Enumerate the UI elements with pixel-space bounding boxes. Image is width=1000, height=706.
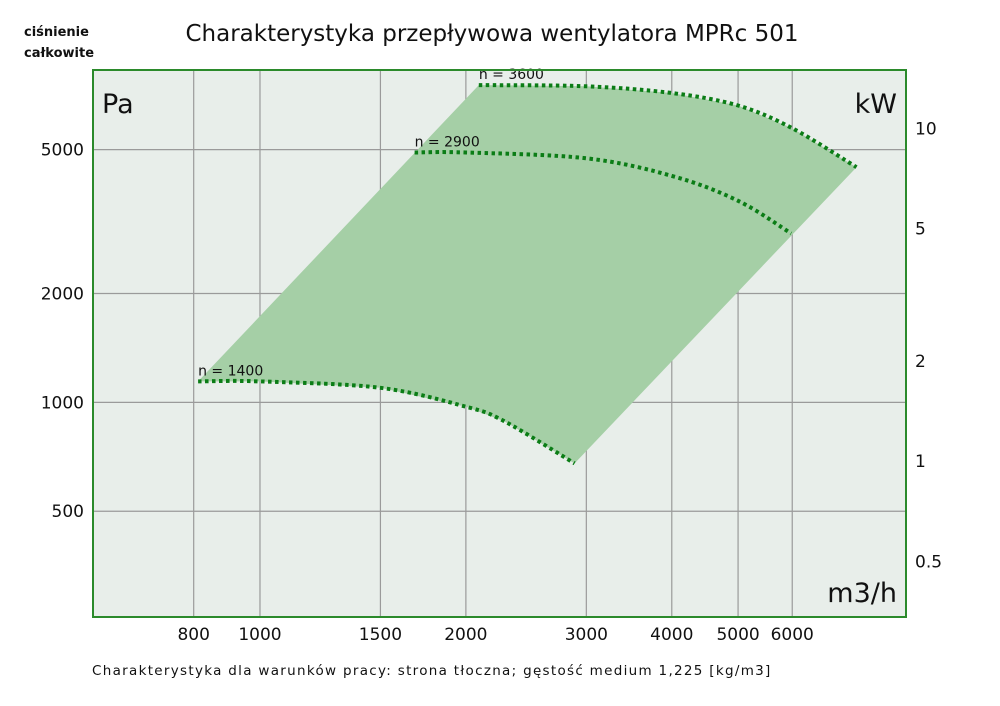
operating-area (198, 85, 857, 464)
y-tick-label: 1000 (41, 393, 84, 413)
y-tick-label: 5000 (41, 141, 84, 161)
plot-frame (92, 69, 907, 618)
unit-m3h: m3/h (827, 578, 897, 609)
curve-label: n = 3600 (479, 67, 544, 83)
x-tick-labels: 800 1000 1500 2000 3000 4000 5000 6000 (177, 625, 813, 645)
y2-tick-label: 0.5 (915, 552, 942, 572)
speed-curves: n = 3600 n = 2900 n = 1400 (198, 67, 858, 466)
y2-tick-labels: 0.5 1 2 5 10 (915, 120, 942, 573)
y-tick-label: 500 (52, 502, 84, 522)
footnote: Charakterystyka dla warunków pracy: stro… (92, 663, 772, 679)
y2-tick-label: 5 (915, 220, 926, 240)
y2-tick-label: 2 (915, 352, 926, 372)
x-tick-label: 6000 (771, 625, 814, 645)
unit-kw: kW (855, 89, 897, 120)
x-tick-label: 5000 (716, 625, 759, 645)
x-tick-label: 4000 (650, 625, 693, 645)
y2-tick-label: 1 (915, 452, 926, 472)
y-axis-top-label-line2: całkowite (24, 46, 94, 61)
y2-tick-label: 10 (915, 120, 937, 140)
y-tick-label: 2000 (41, 285, 84, 305)
y-axis-top-label-line1: ciśnienie (24, 25, 89, 40)
y-tick-labels: 500 1000 2000 5000 (41, 141, 84, 523)
x-tick-label: 1500 (359, 625, 402, 645)
curve-label: n = 2900 (415, 134, 480, 150)
x-tick-label: 800 (177, 625, 209, 645)
unit-pa: Pa (102, 89, 134, 120)
curve-1400 (198, 378, 576, 466)
curve-3600 (478, 83, 858, 169)
curve-label: n = 1400 (198, 363, 263, 379)
x-tick-label: 1000 (238, 625, 281, 645)
x-tick-label: 3000 (565, 625, 608, 645)
x-tick-label: 2000 (444, 625, 487, 645)
curve-2900 (414, 150, 793, 236)
chart-title: Charakterystyka przepływowa wentylatora … (185, 21, 798, 47)
